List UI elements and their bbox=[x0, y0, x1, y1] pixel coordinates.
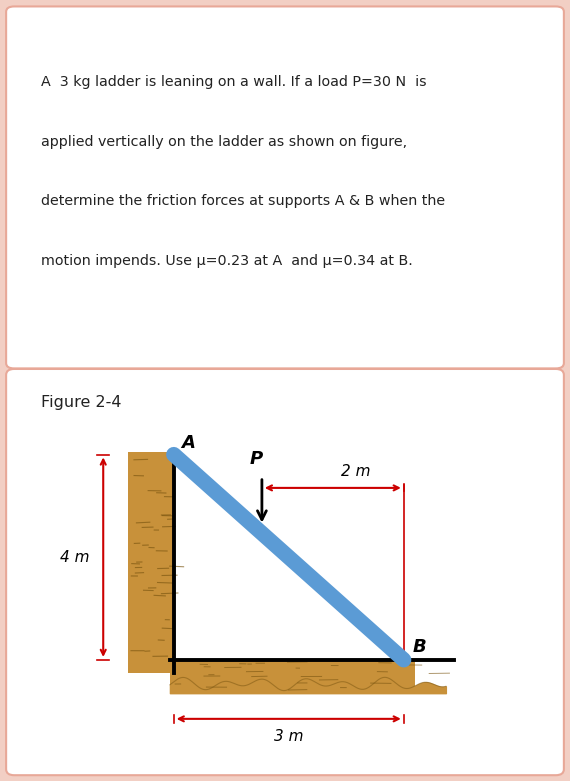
Text: B: B bbox=[413, 638, 427, 656]
Text: 3 m: 3 m bbox=[274, 729, 303, 744]
Text: 2 m: 2 m bbox=[341, 464, 371, 479]
Text: A  3 kg ladder is leaning on a wall. If a load P=30 N  is: A 3 kg ladder is leaning on a wall. If a… bbox=[42, 75, 427, 89]
Text: P: P bbox=[249, 450, 262, 468]
Text: applied vertically on the ladder as shown on figure,: applied vertically on the ladder as show… bbox=[42, 134, 408, 148]
Text: 4 m: 4 m bbox=[60, 550, 89, 565]
Bar bbox=[128, 452, 174, 672]
FancyBboxPatch shape bbox=[6, 369, 564, 776]
Text: motion impends. Use μ=0.23 at A  and μ=0.34 at B.: motion impends. Use μ=0.23 at A and μ=0.… bbox=[42, 255, 413, 268]
Text: Figure 2-4: Figure 2-4 bbox=[42, 394, 122, 409]
Text: A: A bbox=[181, 434, 196, 452]
Text: determine the friction forces at supports A & B when the: determine the friction forces at support… bbox=[42, 194, 445, 209]
FancyBboxPatch shape bbox=[6, 6, 564, 369]
Bar bbox=[170, 660, 415, 694]
